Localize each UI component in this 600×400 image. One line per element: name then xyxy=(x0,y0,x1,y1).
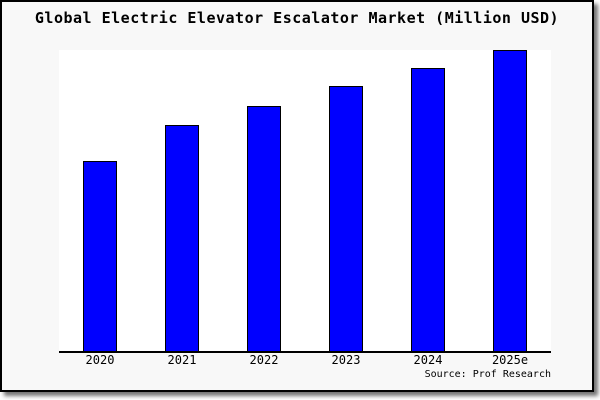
bar-slot xyxy=(469,50,551,351)
x-tick-label-2024: 2024 xyxy=(413,353,443,367)
bar-slot xyxy=(305,50,387,351)
bar-slot xyxy=(59,50,141,351)
x-axis-labels: 2020 2021 2022 2023 2024 2025e xyxy=(59,353,551,367)
x-tick-label-2023: 2023 xyxy=(331,353,361,367)
bar-2021 xyxy=(165,125,199,351)
x-tick-label-2025e: 2025e xyxy=(491,353,529,367)
bar-2024 xyxy=(411,68,445,351)
bar-2022 xyxy=(247,105,281,351)
bar-slot xyxy=(223,50,305,351)
source-credit: Source: Prof Research xyxy=(424,369,551,380)
chart-figure: Global Electric Elevator Escalator Marke… xyxy=(0,0,594,392)
x-tick-label-2020: 2020 xyxy=(85,353,115,367)
chart-title: Global Electric Elevator Escalator Marke… xyxy=(34,9,560,27)
x-tick-label-2021: 2021 xyxy=(167,353,197,367)
bar-2023 xyxy=(329,86,363,351)
plot-area xyxy=(59,50,551,353)
bar-2020 xyxy=(83,161,117,351)
bar-slot xyxy=(387,50,469,351)
bar-slot xyxy=(141,50,223,351)
bar-2025e xyxy=(493,50,527,351)
x-tick-label-2022: 2022 xyxy=(249,353,279,367)
